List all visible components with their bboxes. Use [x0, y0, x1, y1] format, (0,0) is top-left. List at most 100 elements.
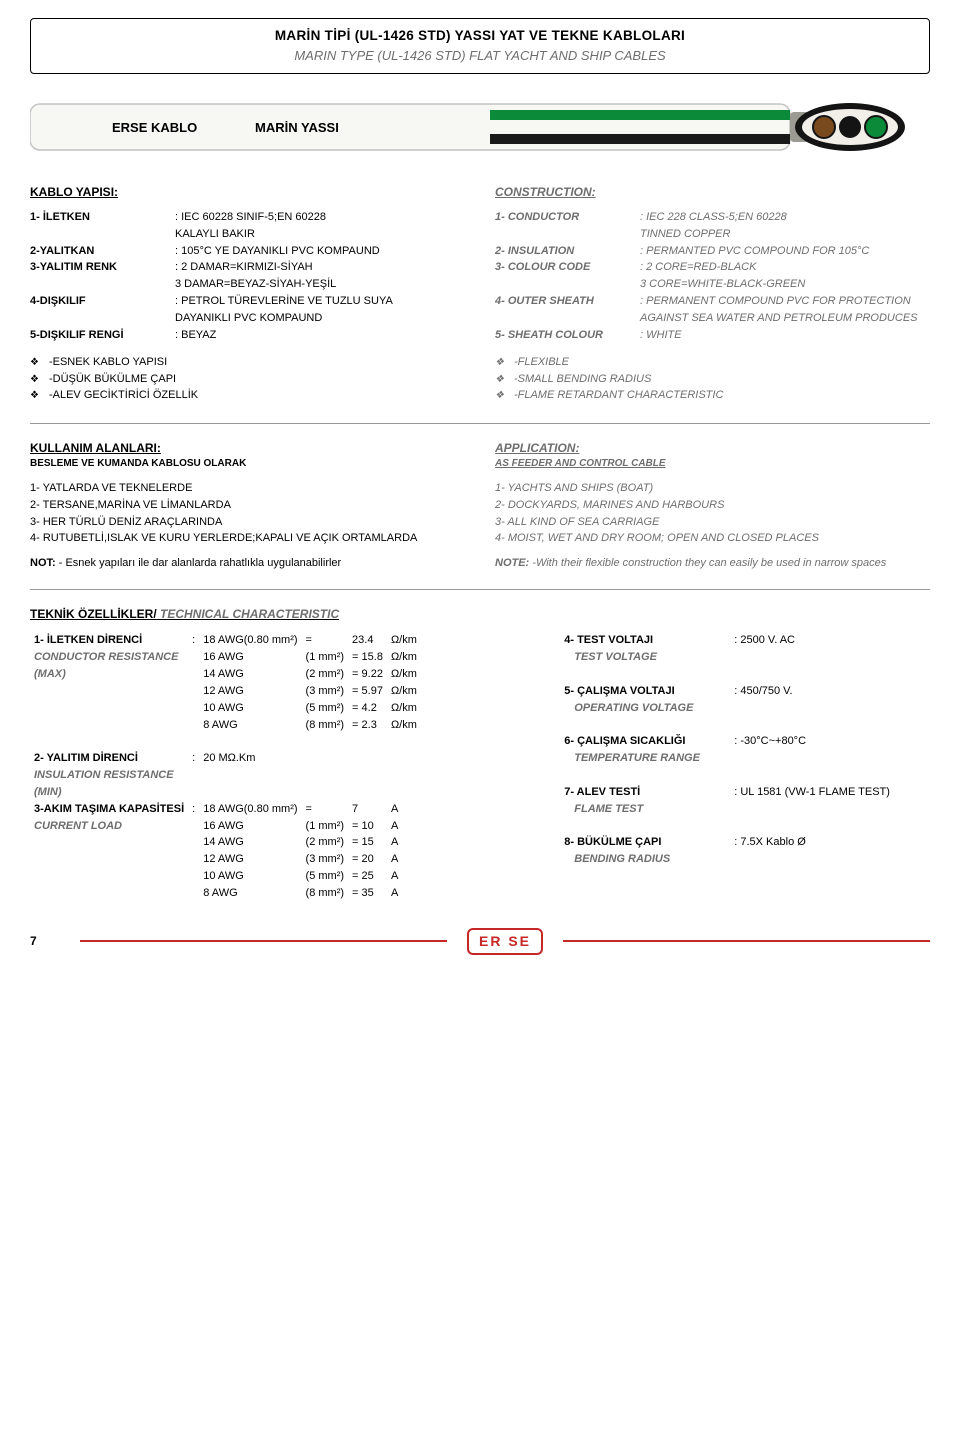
table-cell: : 450/750 V. — [730, 683, 894, 700]
application-section: APPLICATION: AS FEEDER AND CONTROL CABLE… — [495, 440, 930, 571]
table-cell — [188, 851, 199, 868]
kv-label: 3-YALITIM RENK — [30, 260, 175, 275]
footer-bar — [80, 940, 447, 942]
kv-value: : IEC 228 CLASS-5;EN 60228 — [640, 210, 930, 225]
kv-label: 4- OUTER SHEATH — [495, 294, 640, 309]
kv-label — [495, 311, 640, 326]
cable-illustration: ERSE KABLO MARİN YASSI — [30, 92, 930, 162]
table-cell: Ω/km — [387, 632, 421, 649]
usage-note-label: NOT: — [30, 557, 56, 569]
table-cell: (2 mm²) — [302, 834, 349, 851]
table-cell — [302, 767, 349, 784]
table-cell: FLAME TEST — [560, 801, 730, 818]
kablo-yapisi-section: KABLO YAPISI: 1- İLETKEN: IEC 60228 SINI… — [30, 184, 465, 405]
table-cell — [188, 834, 199, 851]
table-cell: 20 MΩ.Km — [199, 750, 301, 767]
bullet: -DÜŞÜK BÜKÜLME ÇAPI — [30, 372, 465, 387]
footer: 7 ER SE — [30, 928, 930, 955]
kv-value: : PETROL TÜREVLERİNE VE TUZLU SUYA — [175, 294, 465, 309]
table-cell — [387, 784, 421, 801]
table-cell — [730, 750, 894, 767]
list-item: 4- MOIST, WET AND DRY ROOM; OPEN AND CLO… — [495, 531, 930, 546]
kv-label — [30, 277, 175, 292]
bullet: -SMALL BENDING RADIUS — [495, 372, 930, 387]
kv-value: : 2 DAMAR=KIRMIZI-SİYAH — [175, 260, 465, 275]
erse-logo: ER SE — [467, 928, 543, 955]
list-item: 3- ALL KIND OF SEA CARRIAGE — [495, 515, 930, 530]
table-cell — [30, 851, 188, 868]
kv-value: DAYANIKLI PVC KOMPAUND — [175, 311, 465, 326]
table-cell: 12 AWG — [199, 851, 301, 868]
table-cell — [188, 868, 199, 885]
tech-title-b: TECHNICAL CHARACTERISTIC — [157, 607, 339, 621]
table-cell: 14 AWG — [199, 666, 301, 683]
table-cell: Ω/km — [387, 717, 421, 734]
table-cell: TEMPERATURE RANGE — [560, 750, 730, 767]
table-cell — [188, 683, 199, 700]
table-cell: 18 AWG(0.80 mm²) — [199, 801, 301, 818]
table-cell — [302, 733, 349, 750]
list-item: 4- RUTUBETLİ,ISLAK VE KURU YERLERDE;KAPA… — [30, 531, 465, 546]
construction-heading: CONSTRUCTION: — [495, 184, 930, 200]
table-cell: = 15.8 — [348, 649, 387, 666]
table-cell: A — [387, 868, 421, 885]
table-cell — [30, 868, 188, 885]
tech-title-a: TEKNİK ÖZELLİKLER/ — [30, 607, 157, 621]
table-cell: = 10 — [348, 818, 387, 835]
table-cell: 4- TEST VOLTAJI — [560, 632, 730, 649]
kv-label: 2-YALITKAN — [30, 244, 175, 259]
usage-section: KULLANIM ALANLARI: BESLEME VE KUMANDA KA… — [30, 440, 465, 571]
table-cell — [188, 717, 199, 734]
table-cell: 8 AWG — [199, 717, 301, 734]
table-cell: OPERATING VOLTAGE — [560, 700, 730, 717]
footer-bar — [563, 940, 930, 942]
table-cell — [188, 818, 199, 835]
table-cell — [30, 700, 188, 717]
title-main: MARİN TİPİ (UL-1426 STD) YASSI YAT VE TE… — [41, 27, 919, 45]
table-cell: 2- YALITIM DİRENCİ — [30, 750, 188, 767]
usage-heading: KULLANIM ALANLARI: — [30, 440, 465, 456]
kv-label: 5- SHEATH COLOUR — [495, 328, 640, 343]
table-cell: = 5.97 — [348, 683, 387, 700]
kv-value: 3 CORE=WHITE-BLACK-GREEN — [640, 277, 930, 292]
table-cell: : 7.5X Kablo Ø — [730, 834, 894, 851]
kv-value: AGAINST SEA WATER AND PETROLEUM PRODUCES — [640, 311, 930, 326]
table-cell — [387, 767, 421, 784]
table-cell: (3 mm²) — [302, 851, 349, 868]
kv-label — [30, 311, 175, 326]
page-number: 7 — [30, 933, 60, 949]
table-cell — [199, 733, 301, 750]
app-note-val: -With their flexible construction they c… — [529, 557, 886, 569]
tech-right: 4- TEST VOLTAJI: 2500 V. ACTEST VOLTAGE … — [560, 632, 930, 902]
application-heading: APPLICATION: — [495, 440, 930, 456]
table-cell: (3 mm²) — [302, 683, 349, 700]
table-cell — [730, 700, 894, 717]
kv-value: TINNED COPPER — [640, 227, 930, 242]
kv-label: 5-DIŞKILIF RENGİ — [30, 328, 175, 343]
table-cell — [30, 885, 188, 902]
table-cell: = 20 — [348, 851, 387, 868]
table-cell — [188, 885, 199, 902]
table-cell: 8- BÜKÜLME ÇAPI — [560, 834, 730, 851]
table-cell — [348, 733, 387, 750]
kv-value: : WHITE — [640, 328, 930, 343]
construction-section: CONSTRUCTION: 1- CONDUCTOR: IEC 228 CLAS… — [495, 184, 930, 405]
kv-label — [495, 277, 640, 292]
table-cell: 16 AWG — [199, 649, 301, 666]
table-cell — [188, 733, 199, 750]
table-cell: = 2.3 — [348, 717, 387, 734]
table-cell: A — [387, 851, 421, 868]
table-cell: : — [188, 801, 199, 818]
table-cell: (1 mm²) — [302, 649, 349, 666]
table-cell — [30, 683, 188, 700]
title-box: MARİN TİPİ (UL-1426 STD) YASSI YAT VE TE… — [30, 18, 930, 74]
table-cell: A — [387, 801, 421, 818]
table-cell — [188, 649, 199, 666]
kv-label — [30, 227, 175, 242]
list-item: 2- DOCKYARDS, MARINES AND HARBOURS — [495, 498, 930, 513]
kv-label: 2- INSULATION — [495, 244, 640, 259]
table-cell — [30, 733, 188, 750]
table-cell: CURRENT LOAD — [30, 818, 188, 835]
table-cell: (5 mm²) — [302, 868, 349, 885]
table-cell — [188, 666, 199, 683]
